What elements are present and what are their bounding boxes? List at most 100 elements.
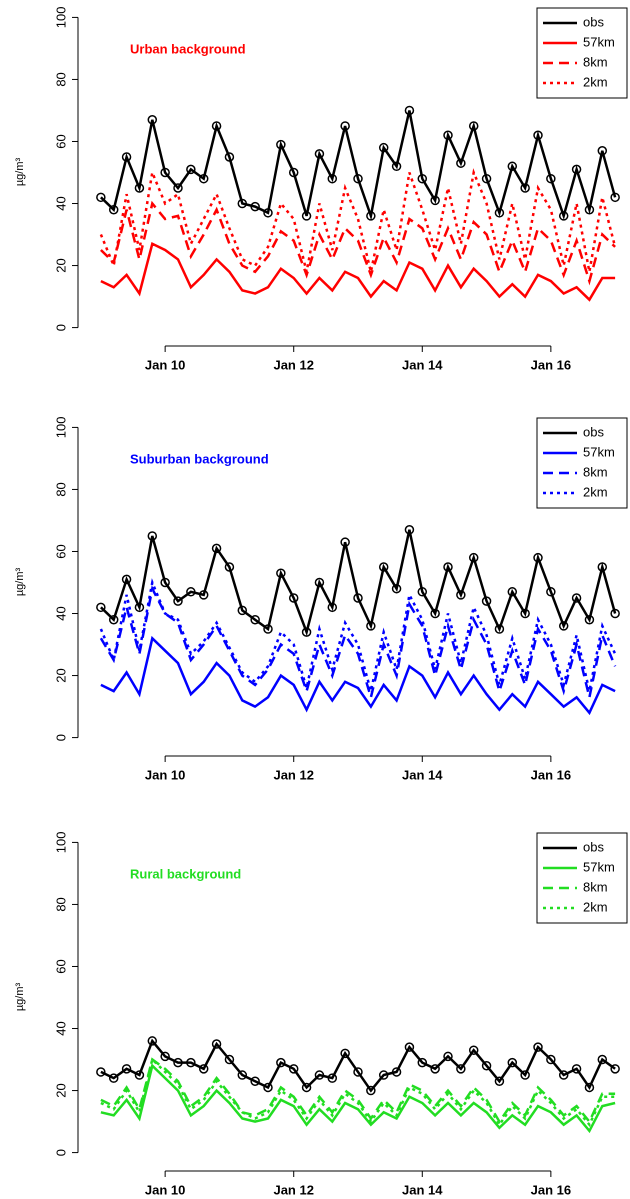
obs-point bbox=[366, 211, 376, 221]
obs-point bbox=[597, 146, 608, 156]
obs-point bbox=[404, 105, 415, 116]
obs-point bbox=[443, 130, 453, 141]
obs-point bbox=[160, 577, 170, 588]
obs-point bbox=[366, 1085, 376, 1096]
obs-point bbox=[121, 574, 132, 585]
legend-label: 2km bbox=[583, 74, 608, 89]
y-tick-label: 40 bbox=[53, 606, 68, 620]
obs-point bbox=[250, 201, 260, 212]
legend-label: 8km bbox=[583, 879, 608, 894]
legend-label: obs bbox=[583, 839, 604, 854]
y-axis-label: µg/m³ bbox=[14, 982, 26, 1011]
obs-point bbox=[160, 1051, 170, 1062]
panel-title: Rural background bbox=[130, 866, 241, 881]
x-tick-label: Jan 14 bbox=[402, 767, 443, 782]
y-tick-label: 60 bbox=[53, 959, 68, 973]
series-line bbox=[100, 1057, 616, 1124]
series-line bbox=[99, 578, 617, 692]
series-line bbox=[99, 584, 617, 703]
x-tick-label: Jan 10 bbox=[145, 767, 185, 782]
y-tick-label: 80 bbox=[53, 72, 68, 86]
obs-point bbox=[301, 211, 312, 221]
series-line bbox=[99, 167, 617, 273]
legend-label: 8km bbox=[583, 54, 608, 69]
legend-label: 2km bbox=[583, 484, 608, 499]
panel: 0 20 40 60 80 100 µg/m³ Jan 10 Jan 12 Jan 14 Jan 1… bbox=[14, 7, 628, 372]
obs-point bbox=[198, 590, 209, 600]
obs-point bbox=[263, 208, 273, 218]
obs-point bbox=[417, 587, 428, 597]
obs-point bbox=[456, 158, 466, 168]
obs-point bbox=[186, 164, 196, 175]
y-tick-label: 20 bbox=[53, 1083, 68, 1097]
obs-point bbox=[481, 173, 492, 184]
obs-point bbox=[327, 173, 338, 184]
obs-point bbox=[494, 624, 505, 634]
obs-point bbox=[147, 1036, 158, 1046]
obs-point bbox=[327, 1073, 338, 1083]
obs-point bbox=[443, 1051, 453, 1062]
obs-point bbox=[584, 614, 595, 625]
obs-point bbox=[507, 587, 518, 597]
x-tick-label: Jan 14 bbox=[402, 357, 443, 372]
obs-point bbox=[198, 173, 209, 184]
obs-point bbox=[353, 593, 363, 603]
legend-label: 57km bbox=[583, 859, 615, 874]
obs-point bbox=[108, 204, 119, 215]
obs-point bbox=[430, 608, 440, 619]
x-tick-label: Jan 16 bbox=[531, 1182, 571, 1197]
y-tick-label: 80 bbox=[53, 897, 68, 911]
obs-point bbox=[250, 1076, 260, 1086]
x-tick-label: Jan 14 bbox=[402, 1182, 443, 1197]
obs-point bbox=[340, 1048, 350, 1059]
obs-point bbox=[378, 1070, 389, 1080]
legend-box bbox=[536, 832, 628, 924]
obs-point bbox=[186, 587, 196, 597]
obs-point bbox=[301, 1082, 312, 1093]
obs-point bbox=[134, 183, 145, 193]
obs-point bbox=[546, 587, 556, 597]
x-tick-label: Jan 10 bbox=[145, 1182, 185, 1197]
legend-box bbox=[536, 417, 628, 509]
series-line bbox=[100, 242, 616, 302]
obs-point bbox=[584, 1082, 595, 1093]
obs-point bbox=[237, 1070, 248, 1080]
obs-point bbox=[263, 1082, 273, 1093]
y-tick-label: 0 bbox=[53, 324, 68, 331]
obs-point bbox=[494, 208, 505, 218]
obs-point bbox=[173, 183, 183, 193]
obs-point bbox=[481, 1060, 492, 1071]
series-line bbox=[100, 1063, 616, 1134]
y-axis-label: µg/m³ bbox=[14, 567, 26, 596]
obs-point bbox=[430, 1064, 440, 1074]
panel: 0 20 40 60 80 100 µg/m³ Jan 10 Jan 12 Jan 14 Jan 1… bbox=[14, 417, 628, 782]
obs-point bbox=[468, 552, 479, 563]
x-tick-label: Jan 12 bbox=[273, 1182, 313, 1197]
obs-point bbox=[108, 614, 119, 625]
y-tick-label: 80 bbox=[53, 482, 68, 496]
obs-point bbox=[533, 552, 543, 563]
obs-point bbox=[340, 121, 350, 131]
x-tick-label: Jan 16 bbox=[531, 357, 571, 372]
obs-point bbox=[276, 568, 286, 578]
obs-point bbox=[288, 1064, 299, 1074]
series-line bbox=[100, 529, 617, 637]
obs-point bbox=[288, 167, 299, 178]
panel: 0 20 40 60 80 100 µg/m³ Jan 10 Jan 12 Jan 14 Jan 1… bbox=[14, 832, 628, 1197]
series-line bbox=[100, 200, 616, 286]
obs-point bbox=[571, 164, 582, 175]
y-axis-label: µg/m³ bbox=[14, 157, 26, 186]
obs-point bbox=[263, 624, 273, 634]
y-tick-label: 20 bbox=[53, 668, 68, 682]
obs-point bbox=[404, 1042, 415, 1052]
legend-label: 2km bbox=[583, 899, 608, 914]
obs-point bbox=[186, 1057, 196, 1068]
series-line bbox=[100, 110, 617, 221]
obs-point bbox=[584, 204, 595, 215]
obs-point bbox=[353, 173, 363, 184]
obs-point bbox=[597, 1054, 608, 1065]
obs-point bbox=[96, 192, 106, 203]
y-tick-label: 0 bbox=[53, 734, 68, 741]
